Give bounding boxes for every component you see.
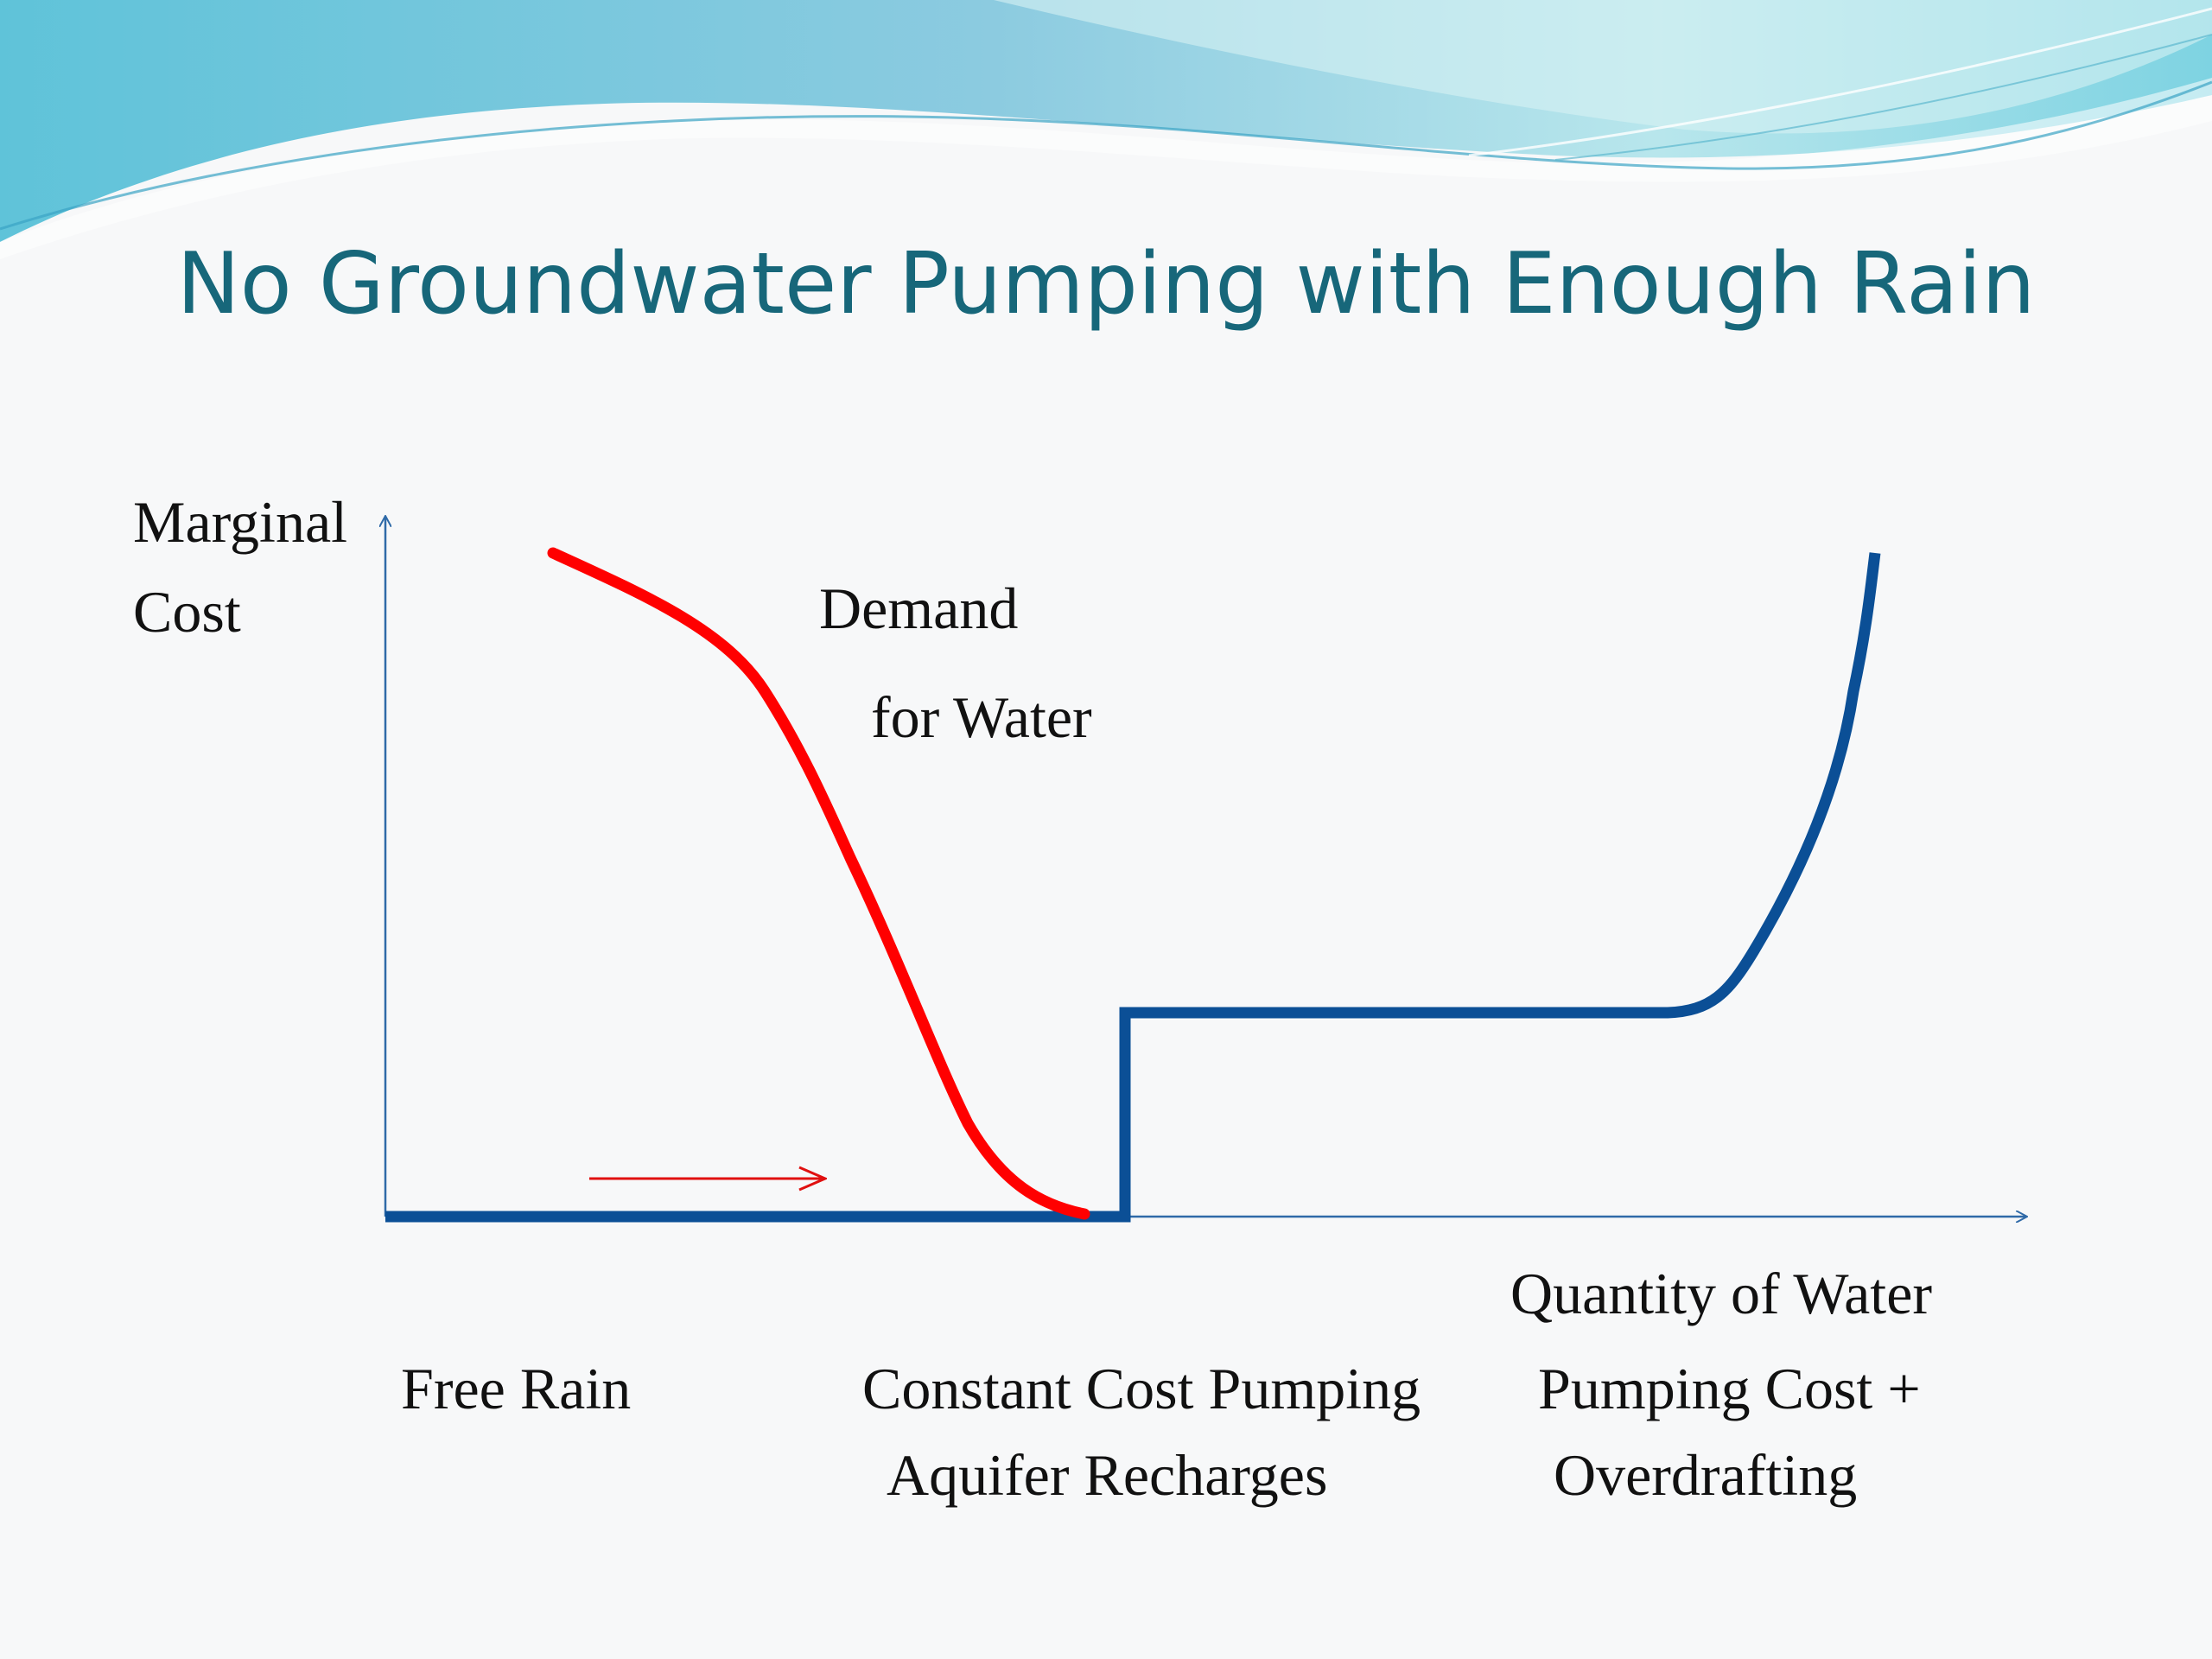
region-constant-cost: Constant Cost Pumping Aquifer Recharges <box>862 1359 1421 1504</box>
region-free-rain: Free Rain <box>401 1356 632 1421</box>
slide-title: No Groundwater Pumping with Enough Rain <box>176 235 2036 334</box>
region-overdrafting-line1: Pumping Cost + <box>1538 1356 1921 1421</box>
demand-label-line2: for Water <box>871 684 1092 750</box>
demand-label: Demand for Water <box>819 579 1092 747</box>
demand-label-line1: Demand <box>819 575 1019 641</box>
x-axis-label: Quantity of Water <box>1510 1261 1933 1326</box>
y-axis-label-line2: Cost <box>133 579 241 645</box>
region-constant-cost-line2: Aquifer Recharges <box>887 1442 1328 1508</box>
region-overdrafting: Pumping Cost + Overdrafting <box>1538 1359 1921 1504</box>
region-constant-cost-line1: Constant Cost Pumping <box>862 1356 1421 1421</box>
wave-banner <box>0 0 2212 259</box>
y-axis-label: Marginal Cost <box>133 493 347 641</box>
demand-curve <box>547 547 1090 1220</box>
y-axis-label-line1: Marginal <box>133 489 348 555</box>
marginal-cost-curve <box>385 552 1881 1223</box>
region-overdrafting-line2: Overdrafting <box>1554 1442 1858 1508</box>
